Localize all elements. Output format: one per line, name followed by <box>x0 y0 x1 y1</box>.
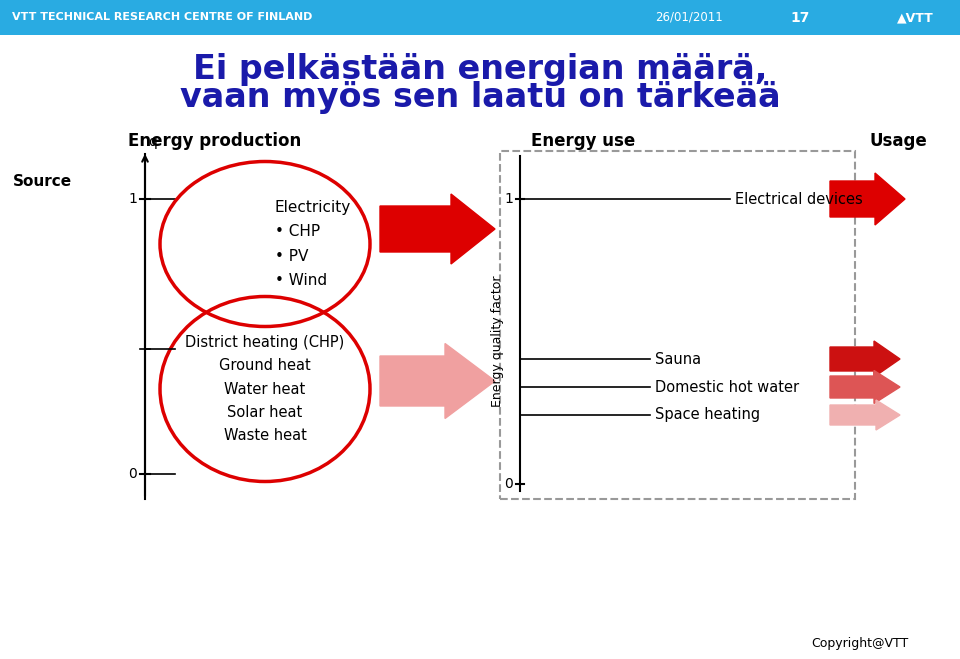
Bar <box>0 0 960 35</box>
Text: 1: 1 <box>128 192 137 206</box>
Text: 0: 0 <box>129 467 137 481</box>
Text: District heating (CHP)
Ground heat
Water heat
Solar heat
Waste heat: District heating (CHP) Ground heat Water… <box>185 335 345 444</box>
Text: Energy use: Energy use <box>531 132 636 150</box>
Text: Ei pelkästään energian määrä,: Ei pelkästään energian määrä, <box>193 53 767 86</box>
Text: 17: 17 <box>790 11 809 24</box>
Bar <box>500 151 855 499</box>
Text: Copyright@VTT: Copyright@VTT <box>811 637 908 650</box>
Text: Energy production: Energy production <box>129 132 301 150</box>
FancyArrow shape <box>830 400 900 430</box>
FancyArrow shape <box>380 194 495 264</box>
Text: VTT TECHNICAL RESEARCH CENTRE OF FINLAND: VTT TECHNICAL RESEARCH CENTRE OF FINLAND <box>12 13 312 22</box>
Text: Space heating: Space heating <box>655 407 760 422</box>
FancyArrow shape <box>380 343 495 418</box>
Text: Energy quality factor: Energy quality factor <box>492 275 505 407</box>
Text: Domestic hot water: Domestic hot water <box>655 380 799 395</box>
FancyArrow shape <box>830 173 905 225</box>
Text: Electricity
• CHP
• PV
• Wind: Electricity • CHP • PV • Wind <box>275 200 351 289</box>
FancyArrow shape <box>830 370 900 403</box>
FancyArrow shape <box>830 341 900 377</box>
Text: 0: 0 <box>504 477 513 491</box>
Text: q: q <box>148 135 156 149</box>
Text: 1: 1 <box>504 192 513 206</box>
Text: Usage: Usage <box>869 132 926 150</box>
Text: 26/01/2011: 26/01/2011 <box>655 11 723 24</box>
Text: Source: Source <box>12 173 72 188</box>
Text: ▲VTT: ▲VTT <box>897 11 933 24</box>
Text: vaan myös sen laatu on tärkeää: vaan myös sen laatu on tärkeää <box>180 80 780 113</box>
Text: Sauna: Sauna <box>655 351 701 366</box>
Text: Electrical devices: Electrical devices <box>735 192 863 206</box>
